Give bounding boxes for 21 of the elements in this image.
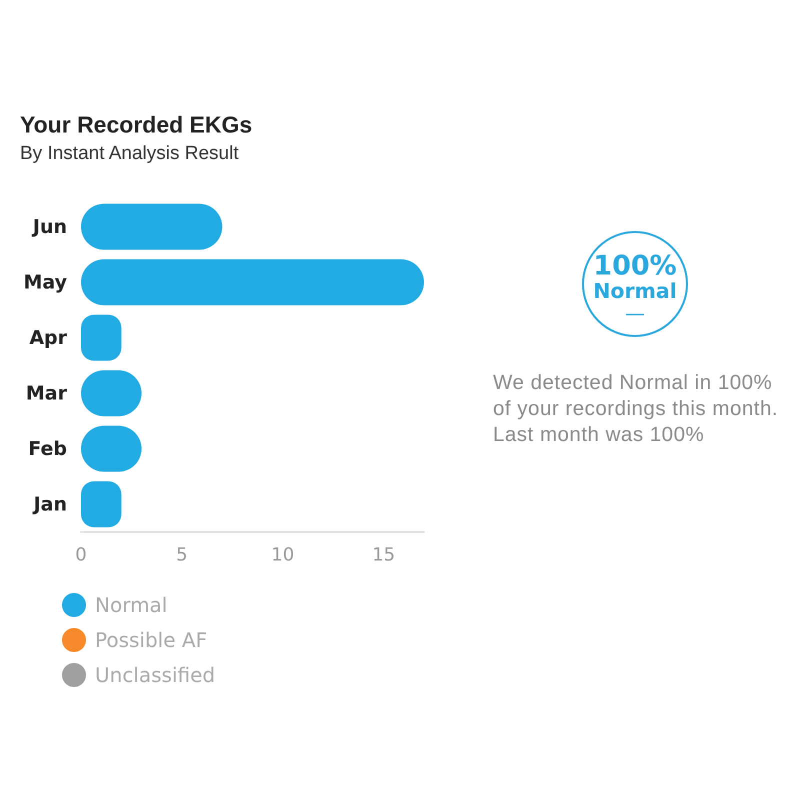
bar	[81, 259, 424, 306]
y-tick-label: Apr	[29, 326, 68, 349]
y-tick-label: Jun	[30, 216, 67, 238]
x-tick-label: 10	[271, 544, 294, 566]
chart-title: Your Recorded EKGs	[20, 112, 252, 138]
text: Normal	[593, 278, 677, 303]
text: 100%	[593, 250, 677, 282]
legend-label: Normal	[95, 593, 168, 617]
legend-label: Unclassified	[95, 663, 216, 687]
x-tick-label: 15	[372, 544, 396, 566]
x-tick-label: 5	[176, 544, 188, 566]
legend-label: Possible AF	[95, 628, 208, 652]
y-tick-label: May	[23, 271, 68, 294]
chart-subtitle: By Instant Analysis Result	[20, 143, 240, 164]
text: We detected Normal in 100% of your recordings this month.	[493, 370, 779, 422]
y-tick-label: Feb	[28, 438, 67, 460]
text: Last month was 100%	[493, 422, 706, 448]
x-tick-label: 0	[75, 544, 87, 566]
text: —	[625, 301, 645, 325]
y-tick-label: Mar	[26, 382, 68, 404]
y-tick-label: Jan	[32, 493, 67, 516]
